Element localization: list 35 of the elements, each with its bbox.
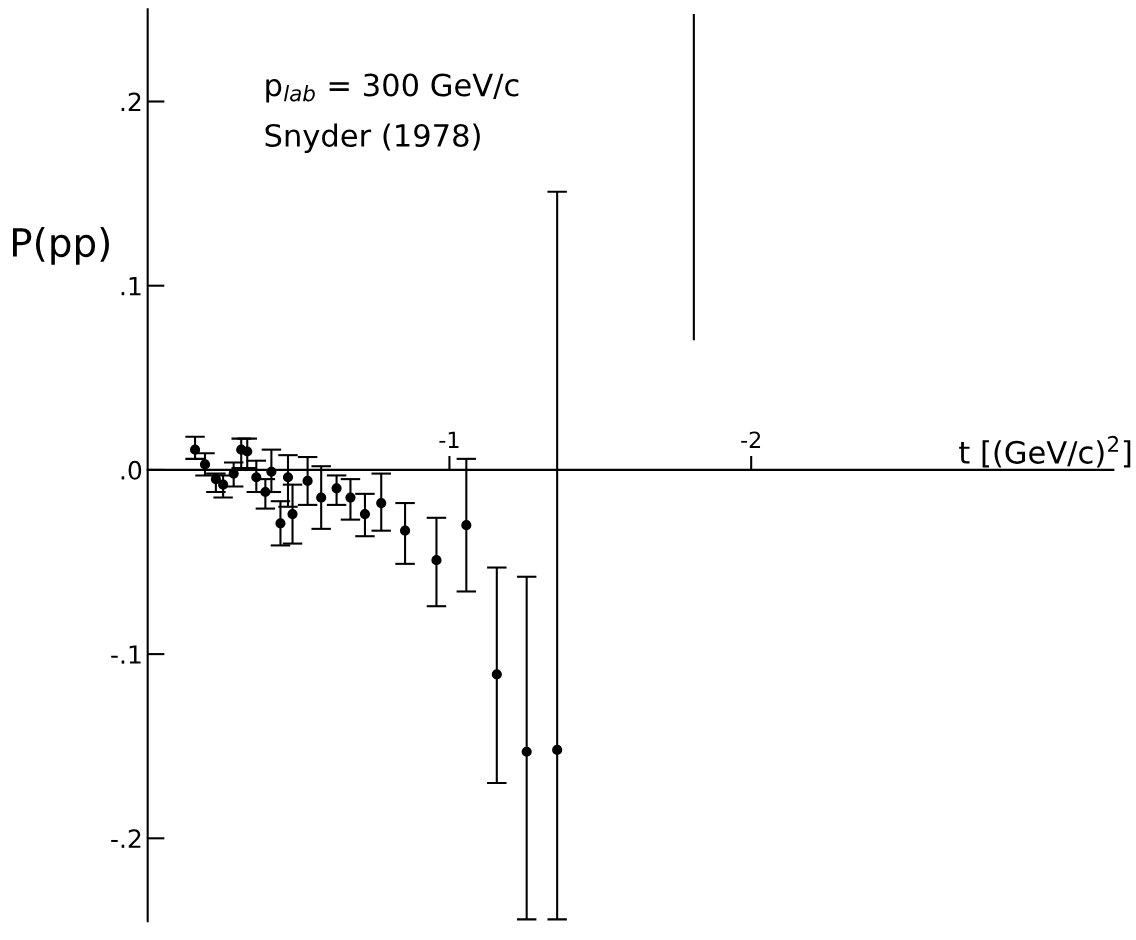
point [331, 483, 342, 494]
point [359, 509, 371, 520]
point [521, 746, 532, 757]
point [282, 472, 294, 483]
x-tick-label: -1 [439, 431, 459, 448]
point [260, 486, 271, 498]
point [376, 497, 387, 509]
point [275, 518, 286, 529]
point [345, 492, 356, 503]
point [251, 472, 262, 483]
point [316, 492, 327, 503]
point [431, 555, 442, 566]
x-tick-label: -2 [741, 431, 761, 448]
point [228, 468, 239, 479]
y-axis-title: P(pp) [13, 227, 110, 265]
y-tick-label: -.1 [111, 645, 141, 664]
point [210, 474, 221, 485]
annotation: Snyder (1978) [265, 123, 480, 153]
point [189, 444, 201, 455]
point [399, 525, 411, 536]
y-tick-label: -.2 [111, 829, 141, 848]
y-tick-label: .0 [121, 460, 142, 480]
point [491, 669, 502, 680]
point [461, 520, 472, 531]
point [552, 744, 563, 755]
annotation: p$_{lab}$ = 300 GeV/c [266, 73, 519, 103]
point [302, 475, 313, 487]
point [218, 479, 229, 490]
point [242, 446, 253, 457]
point [199, 459, 211, 470]
point [287, 509, 298, 520]
x-axis-title: t [(GeV/c)$^{2}$] [959, 435, 1131, 468]
point [266, 466, 277, 477]
y-tick-label: .2 [121, 92, 141, 111]
y-tick-label: .1 [121, 276, 141, 296]
